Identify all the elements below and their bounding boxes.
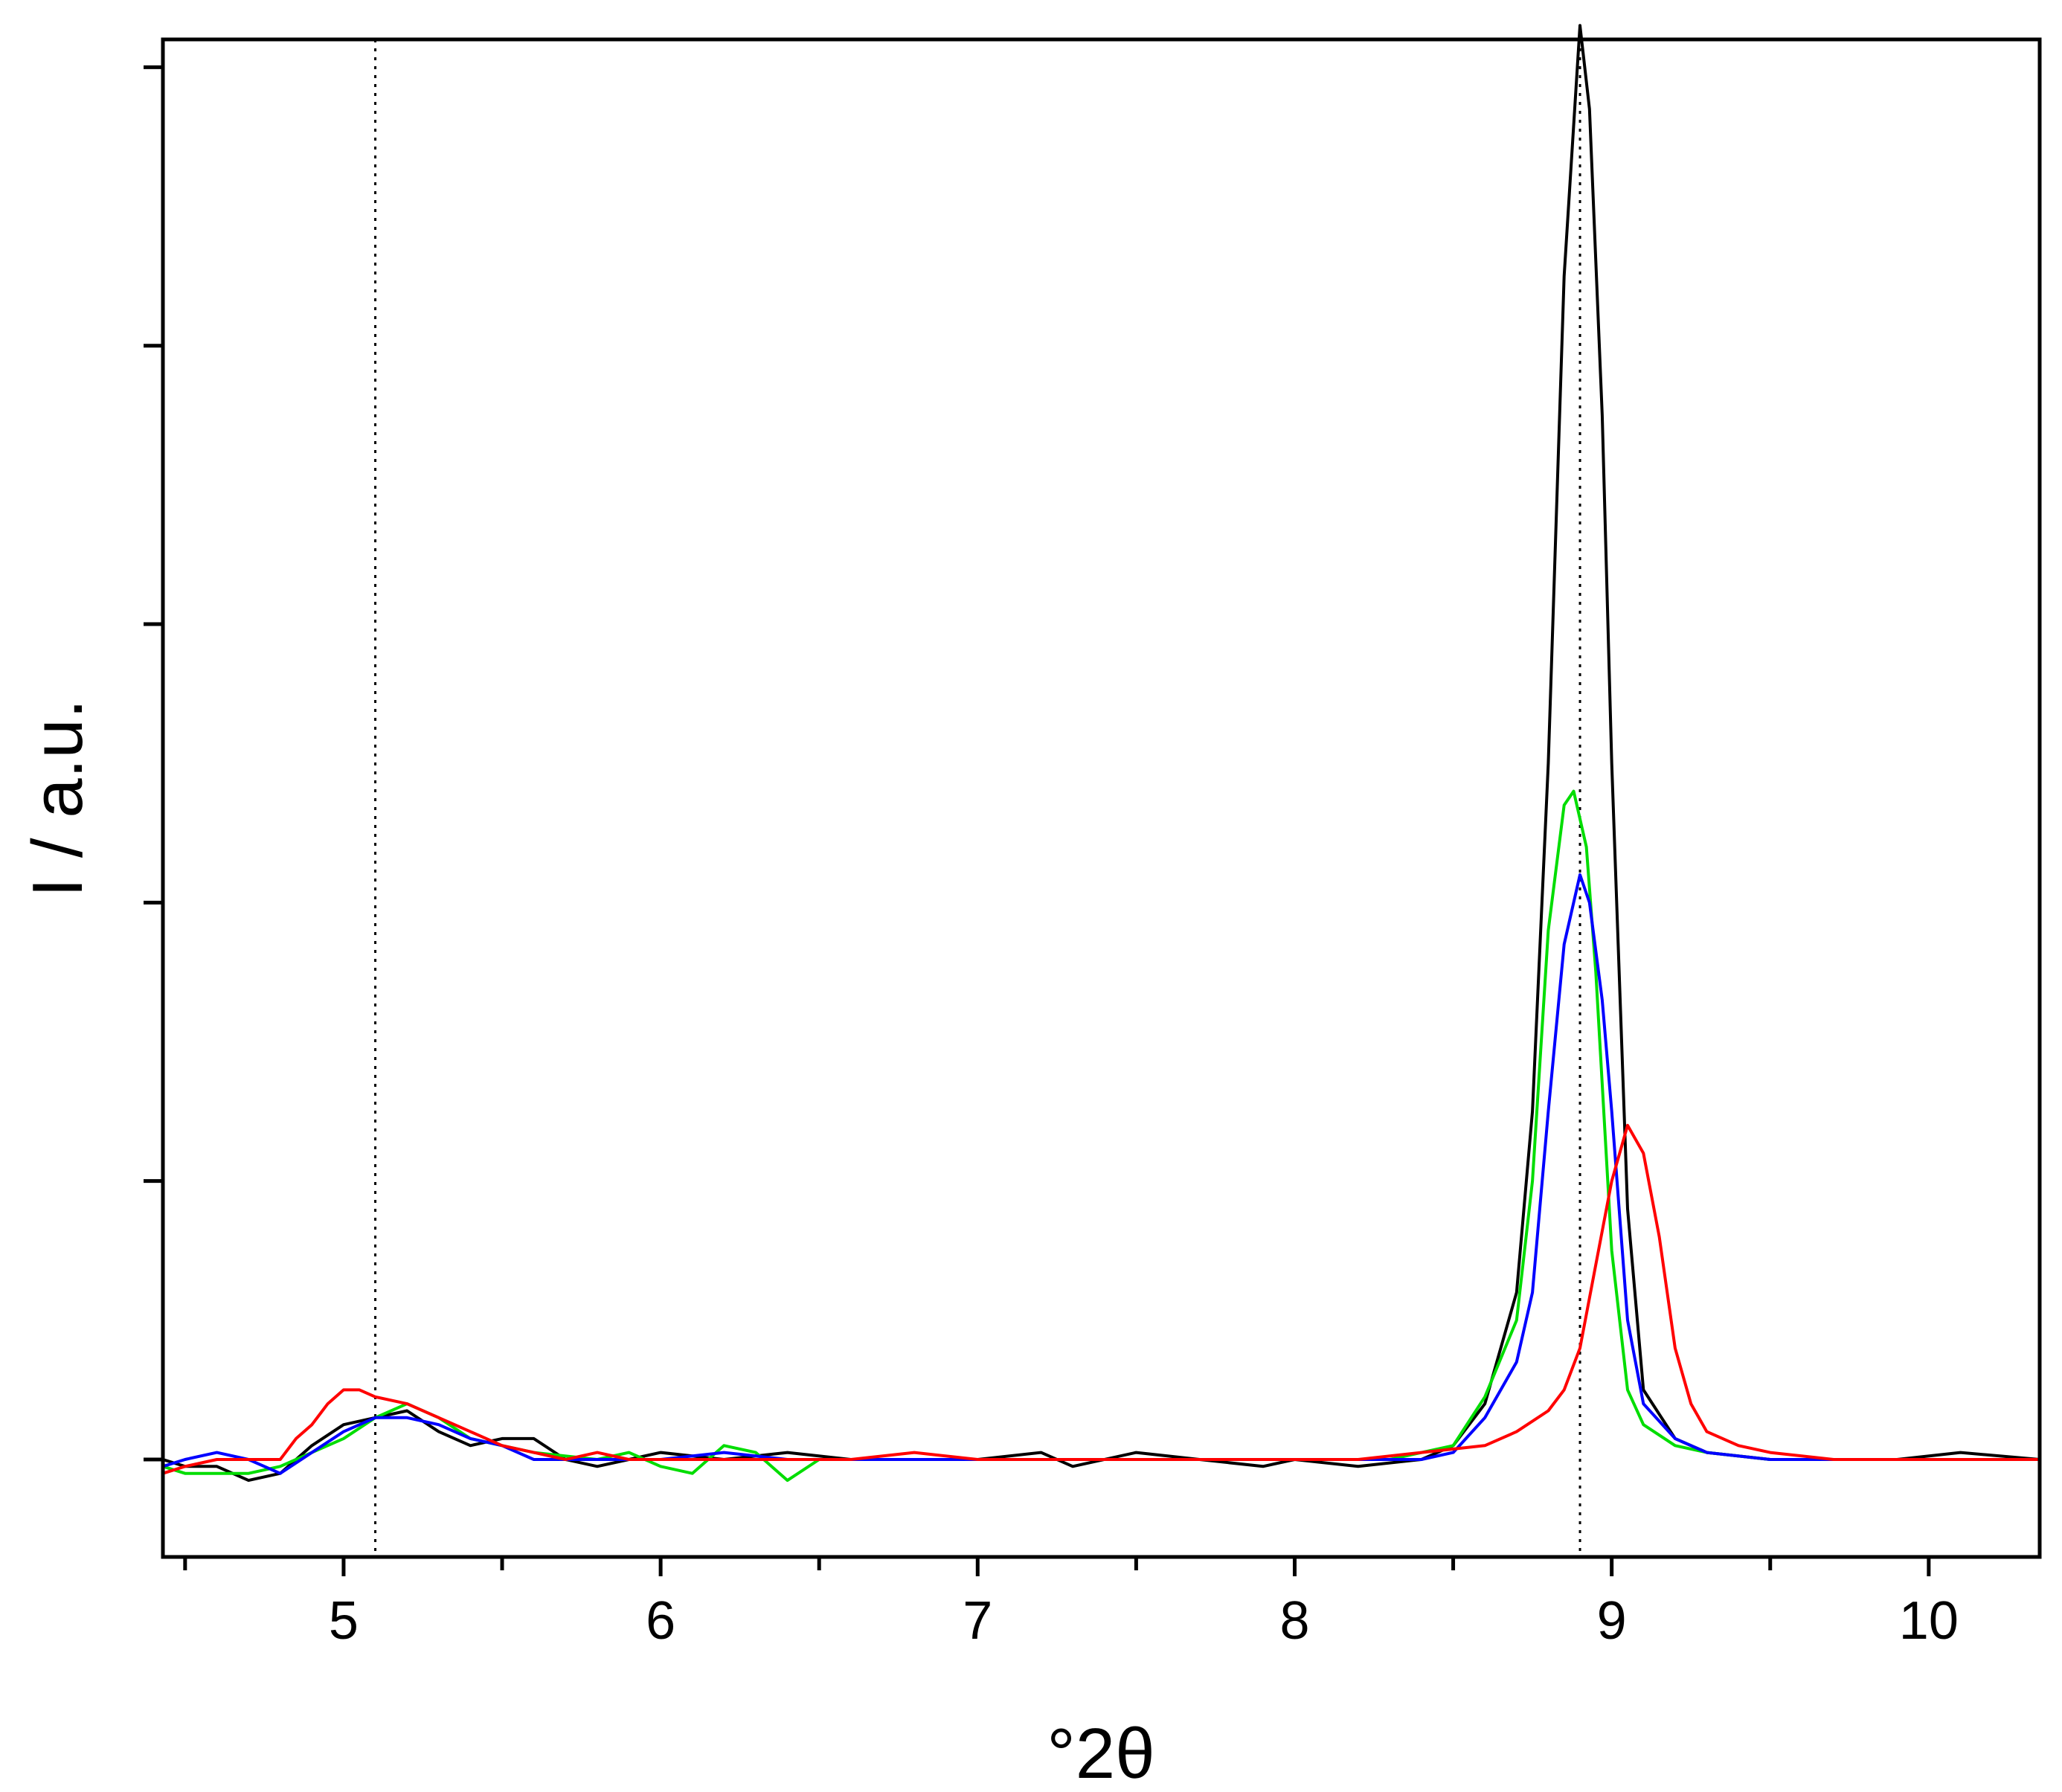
y-axis-title: I / a.u. xyxy=(18,699,97,898)
series-layer xyxy=(162,24,2040,1483)
series-line-2 xyxy=(162,789,2040,1483)
x-tick-label: 5 xyxy=(329,1591,359,1651)
series-line-3 xyxy=(162,873,2040,1475)
x-axis-ticks: 5 6 7 8 9 10 xyxy=(183,1557,1959,1651)
x-tick-label: 10 xyxy=(1899,1591,1959,1651)
series-line-1 xyxy=(162,24,2040,1483)
y-axis-ticks xyxy=(144,65,163,1462)
plot-frame xyxy=(161,37,2042,1559)
reference-lines xyxy=(374,39,1581,1557)
x-tick-label: 8 xyxy=(1279,1591,1309,1651)
x-tick-label: 9 xyxy=(1597,1591,1627,1651)
series-line-4 xyxy=(162,1123,2040,1475)
x-tick-label: 6 xyxy=(646,1591,675,1651)
x-axis-title: °2θ xyxy=(1047,1714,1154,1792)
x-tick-label: 7 xyxy=(963,1591,992,1651)
